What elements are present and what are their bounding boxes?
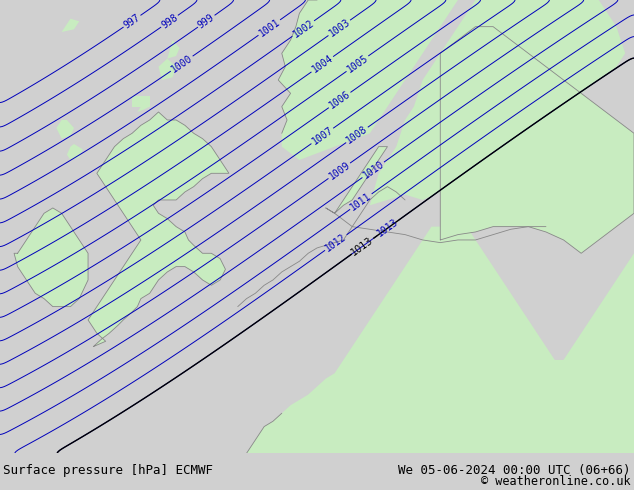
Text: 1010: 1010 — [361, 159, 385, 181]
Text: 1013: 1013 — [375, 217, 401, 239]
Polygon shape — [440, 26, 634, 253]
Text: 1013: 1013 — [350, 235, 375, 257]
Text: 1007: 1007 — [310, 125, 335, 147]
Polygon shape — [326, 147, 387, 213]
Text: Surface pressure [hPa] ECMWF: Surface pressure [hPa] ECMWF — [3, 464, 213, 477]
Text: We 05-06-2024 00:00 UTC (06+66): We 05-06-2024 00:00 UTC (06+66) — [398, 464, 631, 477]
Polygon shape — [278, 0, 634, 160]
Text: 1005: 1005 — [345, 53, 370, 74]
Text: 998: 998 — [159, 12, 179, 30]
Polygon shape — [158, 59, 176, 80]
Text: 999: 999 — [196, 12, 216, 30]
Text: 1009: 1009 — [327, 160, 352, 182]
Text: 1003: 1003 — [327, 17, 352, 39]
Text: 1004: 1004 — [310, 53, 335, 75]
Polygon shape — [61, 19, 79, 32]
Polygon shape — [88, 112, 229, 346]
Text: © weatheronline.co.uk: © weatheronline.co.uk — [481, 475, 631, 488]
Polygon shape — [138, 101, 150, 112]
Polygon shape — [167, 40, 179, 59]
Polygon shape — [0, 227, 634, 490]
Text: 1011: 1011 — [349, 191, 373, 213]
Text: 997: 997 — [122, 12, 142, 30]
Text: 1002: 1002 — [291, 18, 316, 40]
Text: 1006: 1006 — [327, 89, 352, 111]
Polygon shape — [132, 96, 150, 107]
Polygon shape — [56, 120, 74, 139]
Text: 1000: 1000 — [169, 53, 194, 74]
Text: 1012: 1012 — [323, 232, 348, 253]
Text: 1001: 1001 — [257, 17, 281, 38]
Polygon shape — [14, 208, 88, 307]
Polygon shape — [370, 0, 625, 205]
Text: 1008: 1008 — [344, 124, 370, 146]
Polygon shape — [67, 144, 83, 160]
